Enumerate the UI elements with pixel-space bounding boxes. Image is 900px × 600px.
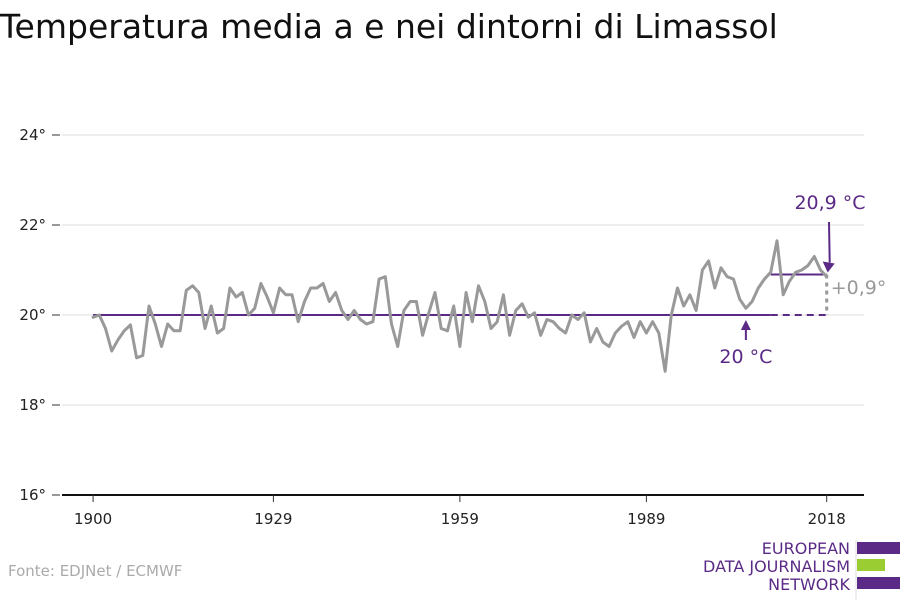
series-layer: [91, 239, 829, 373]
y-tick-label-18: 18°: [19, 396, 46, 414]
y-tick-label-24: 24°: [19, 126, 46, 144]
annotations: 20 °C 20,9 °C +0,9°: [719, 192, 886, 368]
brand-bar-bottom: [857, 577, 900, 589]
brand-line-3: NETWORK: [768, 575, 850, 594]
x-tick-label-1959: 1959: [441, 510, 479, 528]
brand-bar-top: [857, 542, 900, 554]
y-tick-label-20: 20°: [19, 306, 46, 324]
baseline-arrow-head: [740, 320, 751, 330]
brand-line-2: DATA JOURNALISM: [703, 557, 850, 576]
brand-line-1: EUROPEAN: [762, 539, 850, 558]
x-tick-label-1900: 1900: [74, 510, 112, 528]
series-line-0: [91, 239, 829, 373]
edjnet-logo: EUROPEAN DATA JOURNALISM NETWORK: [703, 539, 900, 600]
recent-arrow-stem: [828, 221, 831, 263]
recent-arrow-head: [822, 261, 835, 273]
source-note: Fonte: EDJNet / ECMWF: [8, 562, 182, 580]
y-axis: 16° 18° 20° 22° 24°: [19, 126, 60, 504]
y-tick-label-16: 16°: [19, 486, 46, 504]
x-tick-label-1989: 1989: [627, 510, 665, 528]
difference-label: +0,9°: [831, 277, 887, 299]
recent-mean-label: 20,9 °C: [794, 192, 865, 214]
brand-bar-middle: [857, 559, 885, 571]
x-tick-label-1929: 1929: [254, 510, 292, 528]
x-tick-label-2018: 2018: [808, 510, 846, 528]
x-axis: 1900 1929 1959 1989 2018: [62, 494, 864, 528]
y-tick-label-22: 22°: [19, 216, 46, 234]
baseline-label: 20 °C: [719, 346, 772, 368]
chart-title: Temperatura media a e nei dintorni di Li…: [0, 7, 778, 46]
